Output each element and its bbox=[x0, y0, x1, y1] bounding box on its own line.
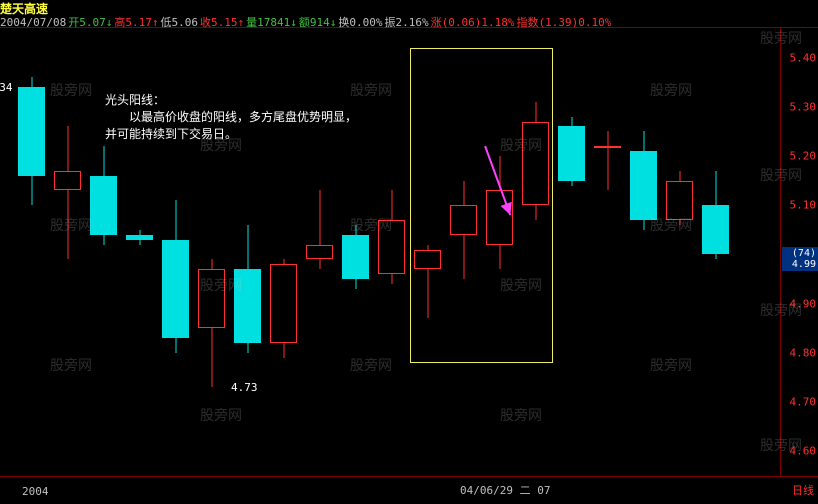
y-tick: 5.10 bbox=[790, 199, 817, 212]
candle-body bbox=[342, 235, 369, 279]
candle-body bbox=[90, 176, 117, 235]
price-callout: 4.73 bbox=[231, 381, 258, 394]
candle-body bbox=[18, 87, 45, 176]
candle-body bbox=[378, 220, 405, 274]
candle-body bbox=[414, 250, 441, 270]
y-tick: 5.30 bbox=[790, 100, 817, 113]
footer-year: 2004 bbox=[22, 485, 49, 498]
candle[interactable] bbox=[486, 28, 513, 476]
candle[interactable] bbox=[522, 28, 549, 476]
candle[interactable] bbox=[54, 28, 81, 476]
candle-body bbox=[630, 151, 657, 220]
candle[interactable] bbox=[558, 28, 585, 476]
candle-body bbox=[306, 245, 333, 260]
y-tick: 4.80 bbox=[790, 346, 817, 359]
candle[interactable] bbox=[18, 28, 45, 476]
chart-footer: 2004 04/06/29 二 07 日线 bbox=[0, 476, 818, 504]
candle-body bbox=[198, 269, 225, 328]
y-tick: 4.60 bbox=[790, 445, 817, 458]
candle-body bbox=[450, 205, 477, 235]
candle-body bbox=[702, 205, 729, 254]
current-price-marker: (74)4.99 bbox=[782, 247, 818, 271]
candle-body bbox=[522, 122, 549, 206]
candle[interactable] bbox=[702, 28, 729, 476]
candle[interactable] bbox=[594, 28, 621, 476]
candle-body bbox=[486, 190, 513, 244]
candle-body bbox=[162, 240, 189, 338]
candle-body bbox=[234, 269, 261, 343]
candle-body bbox=[54, 171, 81, 191]
footer-date: 04/06/29 二 07 bbox=[460, 482, 550, 498]
footer-period: 日线 bbox=[792, 482, 814, 498]
candle-body bbox=[126, 235, 153, 240]
y-tick: 5.20 bbox=[790, 150, 817, 163]
candle-body bbox=[270, 264, 297, 343]
candle[interactable] bbox=[450, 28, 477, 476]
candle[interactable] bbox=[378, 28, 405, 476]
candle[interactable] bbox=[414, 28, 441, 476]
y-tick: 4.70 bbox=[790, 396, 817, 409]
candle[interactable] bbox=[666, 28, 693, 476]
stock-chart-window: 楚天高速 2004/07/08开5.07↓高5.17↑低5.06收5.15↑量1… bbox=[0, 0, 818, 504]
annotation-title: 光头阳线： bbox=[105, 92, 357, 109]
annotation-text: 光头阳线： 以最高价收盘的阳线，多方尾盘优势明显， 并可能持续到下交易日。 bbox=[105, 92, 357, 142]
y-axis: 5.405.305.205.105.004.904.804.704.60(74)… bbox=[780, 28, 818, 476]
candle-wick bbox=[607, 131, 608, 190]
chart-header: 楚天高速 2004/07/08开5.07↓高5.17↑低5.06收5.15↑量1… bbox=[0, 0, 818, 28]
candle-body bbox=[666, 181, 693, 220]
y-tick: 5.40 bbox=[790, 51, 817, 64]
candle-wick bbox=[67, 126, 68, 259]
candle-body bbox=[558, 126, 585, 180]
price-callout: 5.34 bbox=[0, 81, 13, 94]
annotation-line: 以最高价收盘的阳线，多方尾盘优势明显， bbox=[105, 109, 357, 126]
annotation-line: 并可能持续到下交易日。 bbox=[105, 126, 357, 143]
candle-body bbox=[594, 146, 621, 148]
y-tick: 4.90 bbox=[790, 297, 817, 310]
candle[interactable] bbox=[630, 28, 657, 476]
